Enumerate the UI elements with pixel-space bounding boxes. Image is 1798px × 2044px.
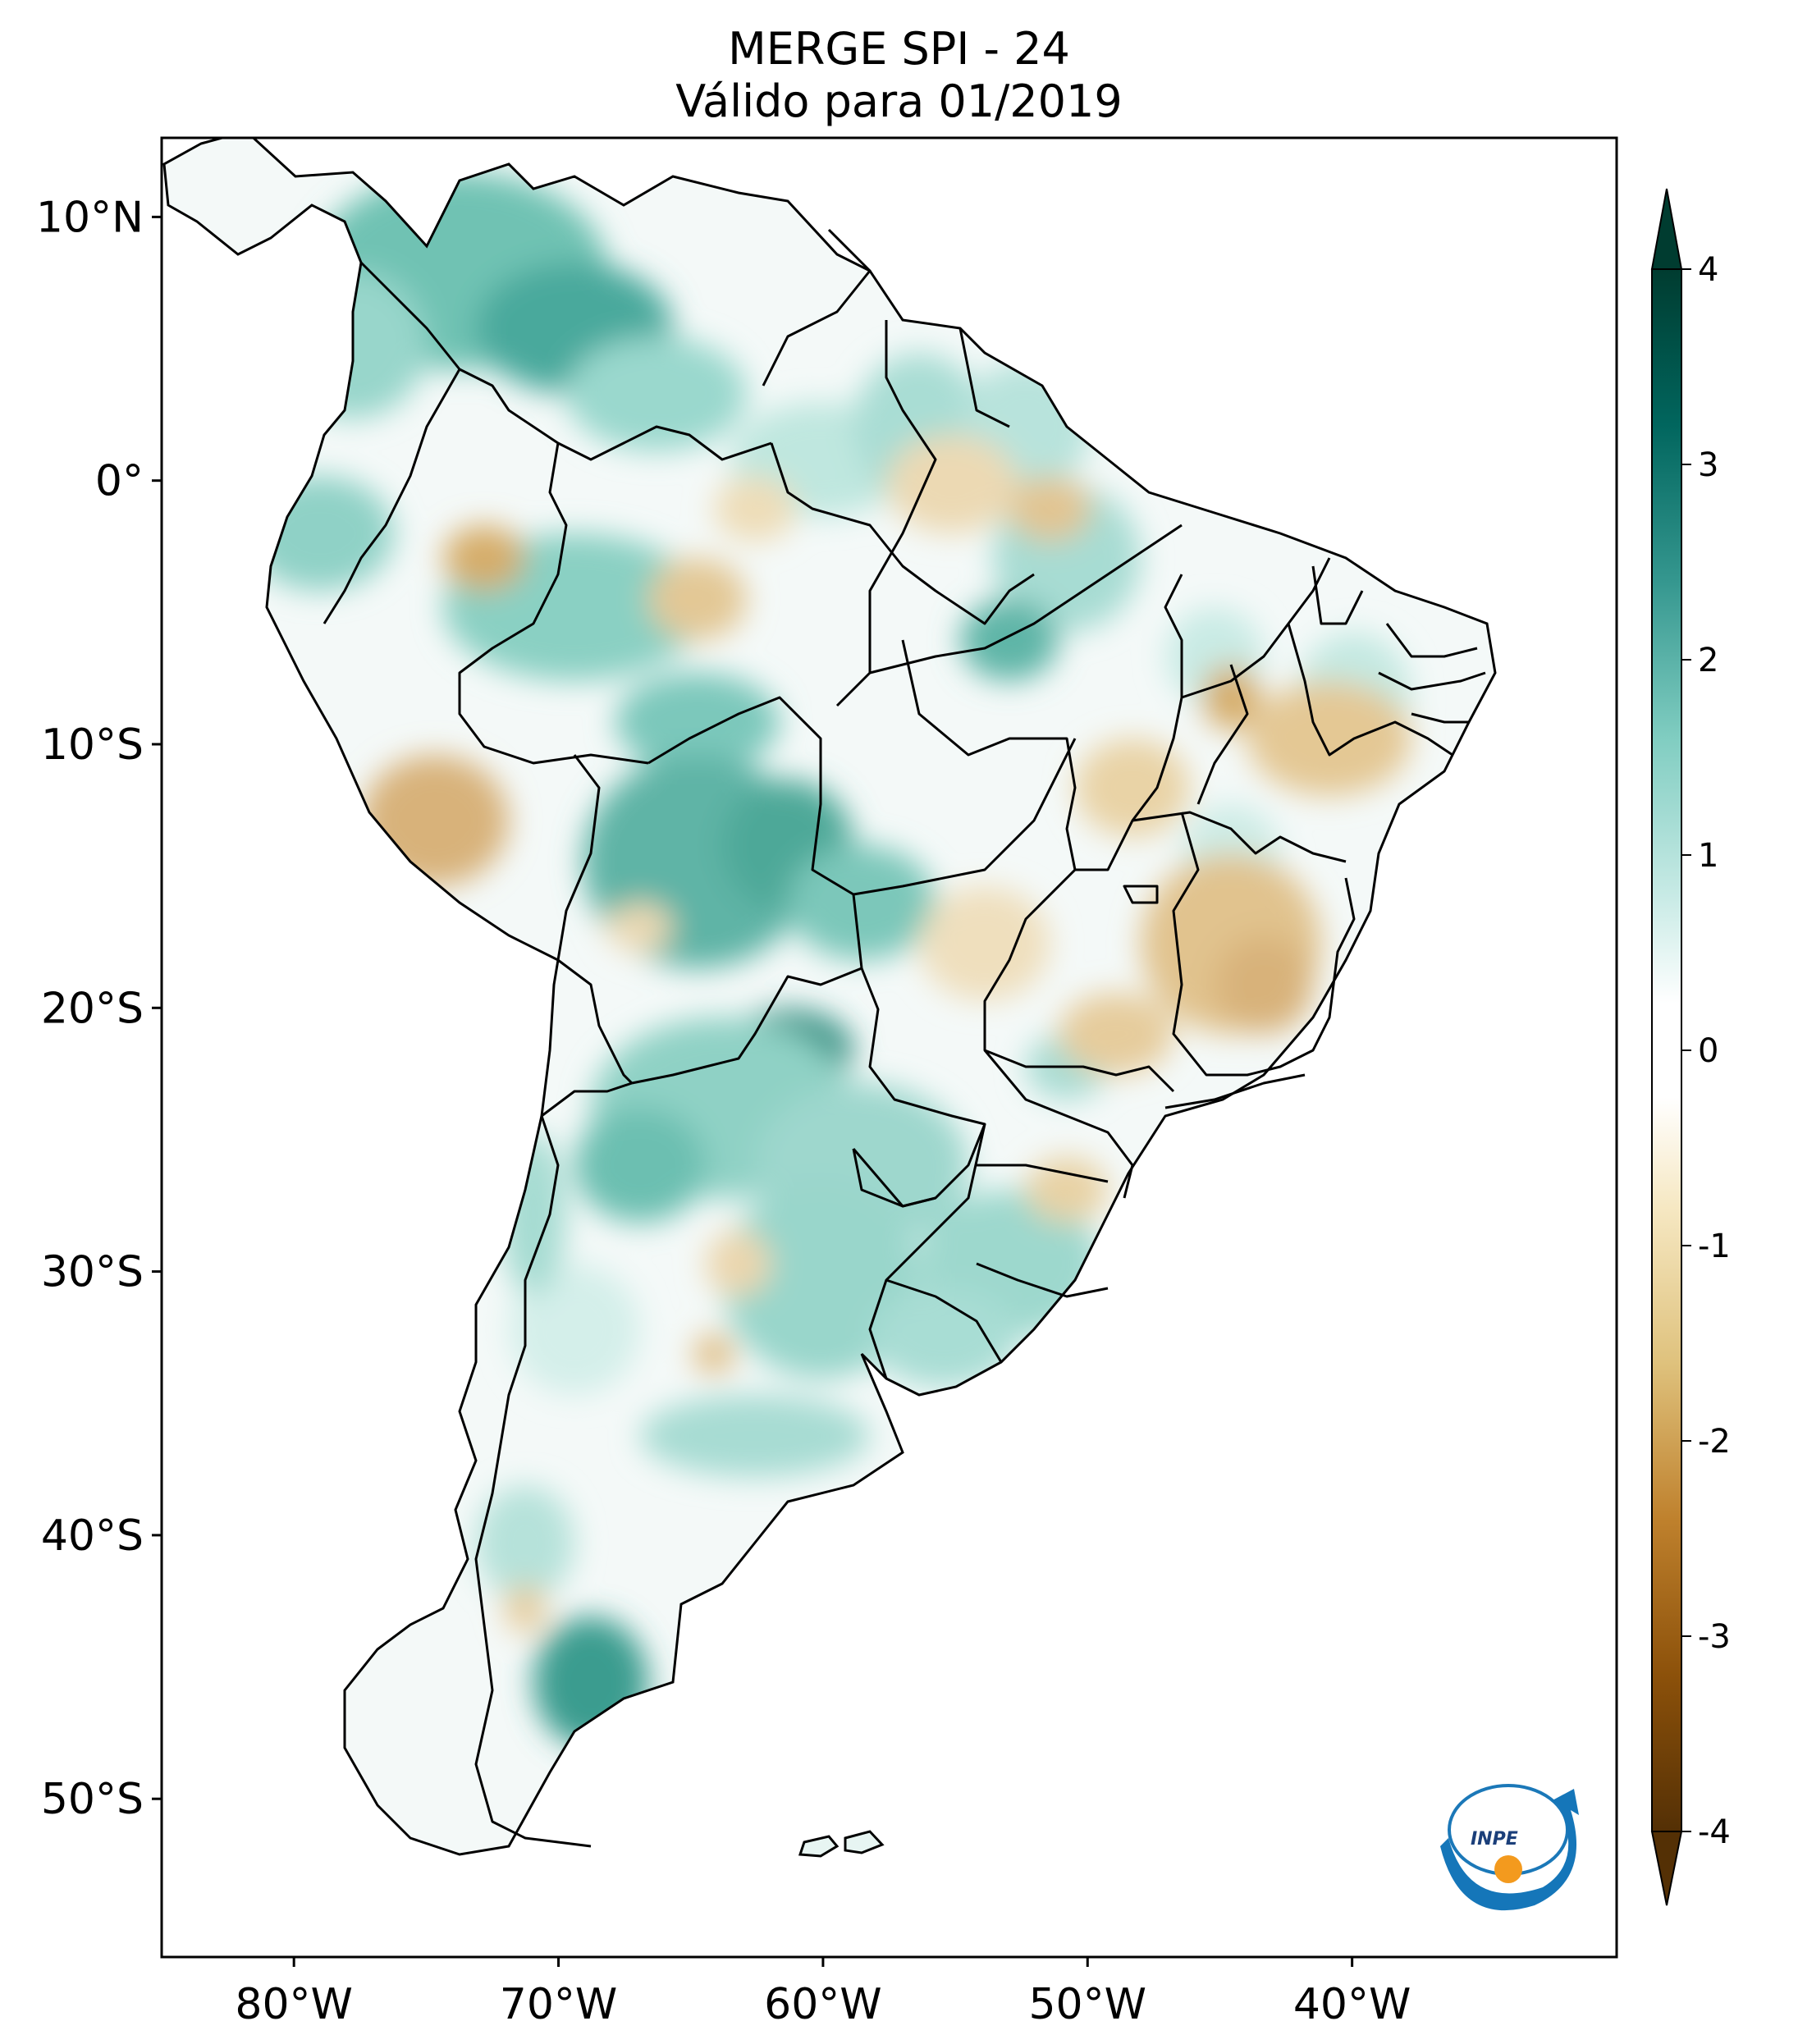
inpe-logo: INPE	[1440, 1784, 1579, 1911]
colorbar-tick-label: 4	[1698, 251, 1718, 289]
colorbar-tick-label: 2	[1698, 642, 1718, 679]
map-subtitle: Válido para 01/2019	[675, 75, 1123, 127]
longitude-axis: 80°W 70°W 60°W 50°W 40°W	[235, 1957, 1411, 2029]
political-borders	[323, 228, 1486, 1848]
map-title: MERGE SPI - 24	[728, 23, 1070, 75]
lat-tick-label: 0°	[95, 457, 144, 506]
colorbar-ticks: 4 3 2 1 0 -1 -2 -3 -4	[1681, 251, 1731, 1851]
inpe-logo-arrow	[1440, 1789, 1579, 1911]
colorbar-tick-label: -3	[1698, 1618, 1731, 1656]
colorbar-tick-label: -1	[1698, 1228, 1731, 1265]
inpe-logo-text: INPE	[1471, 1829, 1518, 1850]
lat-tick-label: 10°N	[36, 193, 144, 242]
colorbar-tick-label: -4	[1698, 1813, 1731, 1851]
falkland-islands	[798, 1830, 885, 1858]
inpe-logo-sun	[1494, 1855, 1522, 1883]
colorbar-tick-label: 1	[1698, 837, 1718, 875]
lat-tick-label: 10°S	[41, 720, 144, 770]
latitude-axis: 10°N 0° 10°S 20°S 30°S 40°S 50°S	[36, 193, 162, 1824]
lon-tick-label: 70°W	[500, 1980, 618, 2029]
lon-tick-label: 60°W	[764, 1980, 882, 2029]
lat-tick-label: 30°S	[41, 1248, 144, 1297]
colorbar-tick-label: 3	[1698, 446, 1718, 484]
lon-tick-label: 80°W	[235, 1980, 353, 2029]
colorbar-extend-top	[1650, 188, 1683, 270]
colorbar-extend-bottom	[1650, 1831, 1683, 1906]
lat-tick-label: 20°S	[41, 984, 144, 1033]
lon-tick-label: 40°W	[1293, 1980, 1411, 2029]
colorbar-tick-label: 0	[1698, 1032, 1718, 1070]
lon-tick-label: 50°W	[1028, 1980, 1146, 2029]
colorbar-tick-label: -2	[1698, 1423, 1731, 1461]
map-border	[160, 136, 1618, 1959]
lat-tick-label: 40°S	[41, 1511, 144, 1561]
colorbar: 4 3 2 1 0 -1 -2 -3 -4	[1650, 188, 1731, 1906]
lat-tick-label: 50°S	[41, 1775, 144, 1824]
colorbar-body	[1652, 269, 1681, 1831]
